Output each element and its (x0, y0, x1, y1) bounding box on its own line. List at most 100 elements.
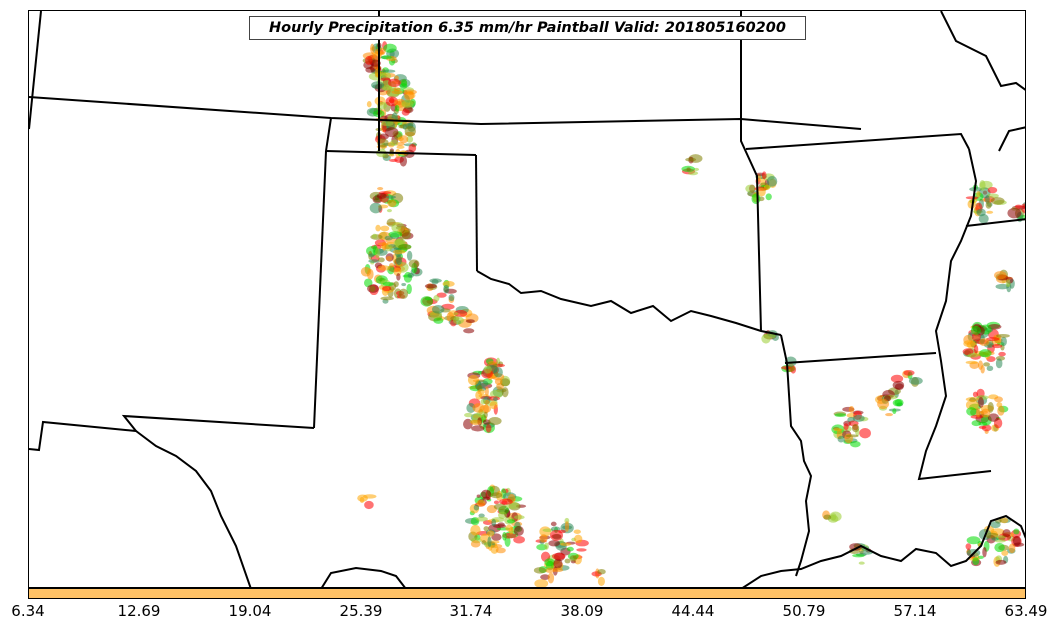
precip-blob (1013, 542, 1025, 547)
precip-blob (542, 528, 554, 532)
precip-blob (994, 396, 1003, 403)
precip-blob (560, 542, 572, 546)
precip-blob (979, 349, 992, 358)
precip-blob (391, 222, 405, 233)
precip-blob (490, 492, 502, 499)
precip-blob (370, 43, 375, 54)
precip-blob (848, 405, 855, 413)
precip-blob (551, 552, 566, 560)
precip-blob (976, 407, 981, 418)
precip-blob (482, 496, 491, 501)
precip-blob (688, 170, 699, 176)
precip-blob (470, 419, 482, 426)
precip-blob (1008, 543, 1016, 554)
precip-blob (983, 362, 990, 367)
precip-blob (761, 171, 767, 180)
precip-blob (359, 496, 365, 503)
border-upper-right (998, 126, 1025, 152)
precip-blob (1002, 529, 1011, 538)
precip-blob (574, 534, 583, 544)
precip-blob (548, 540, 561, 547)
precip-blob (965, 399, 979, 411)
precip-blob (849, 543, 863, 551)
map-panel (28, 10, 1026, 588)
precip-blob (564, 558, 571, 564)
precip-blob (757, 187, 766, 197)
precip-blob (544, 558, 555, 567)
precip-blob (540, 574, 550, 580)
precip-blob (371, 81, 385, 89)
precip-blob (382, 281, 394, 287)
precip-blob (406, 135, 414, 143)
precip-blob (533, 567, 547, 574)
precip-blob (890, 374, 904, 383)
precip-blob (1014, 204, 1022, 209)
precip-blob (375, 224, 381, 232)
precip-blob (381, 241, 387, 251)
precip-blob (976, 208, 986, 217)
state-borders (29, 11, 1025, 587)
precip-blob (978, 213, 989, 224)
precip-blob (487, 530, 495, 537)
border-nm-texas (313, 150, 327, 429)
precip-blob (765, 193, 772, 201)
precip-blob (823, 514, 832, 520)
precip-blob (470, 524, 481, 536)
precip-blob (470, 540, 481, 548)
precip-blob (385, 195, 396, 199)
precip-blob (391, 89, 403, 95)
precip-blob (471, 425, 485, 432)
precip-blob (908, 376, 923, 385)
precip-blob (393, 87, 401, 92)
precip-blob (513, 525, 524, 536)
precip-blob (476, 494, 481, 498)
precip-blob (972, 557, 980, 566)
precip-blob (858, 561, 865, 565)
precip-blob (465, 319, 475, 324)
sabine-river (780, 334, 813, 577)
precip-blob (1005, 279, 1011, 288)
precip-blob (401, 109, 410, 116)
precip-blob (987, 186, 998, 194)
gulf-coast (742, 514, 1025, 587)
precip-blob (566, 546, 574, 552)
precip-blob (966, 407, 977, 416)
precip-blob (564, 521, 570, 532)
precip-blob (483, 526, 489, 532)
precip-blob (375, 247, 380, 259)
precip-blob (978, 425, 987, 429)
precip-blob (388, 231, 403, 238)
precip-blob (976, 190, 981, 198)
precip-blob (979, 338, 990, 347)
precip-blob (493, 366, 503, 378)
precip-blob (966, 536, 981, 545)
precip-blob (495, 547, 506, 554)
precip-blob (374, 48, 386, 55)
precip-blob (407, 272, 414, 278)
precip-blob (1021, 203, 1025, 209)
precip-blob (845, 434, 859, 438)
coast-left-fragment (321, 566, 406, 587)
precip-blob (404, 125, 416, 137)
colorbar-tick-label: 50.79 (782, 602, 826, 620)
precip-blob (408, 259, 420, 268)
precip-blob (544, 542, 549, 550)
precip-blob (852, 414, 865, 422)
precip-blob (384, 127, 399, 138)
precip-blob (892, 408, 897, 414)
precip-blob (967, 353, 980, 358)
precip-blob (970, 414, 984, 419)
precip-blob (433, 295, 440, 302)
precip-blob (487, 536, 492, 547)
precip-blob (980, 408, 991, 418)
precip-blob (534, 579, 549, 587)
border-oklahoma-north (325, 150, 477, 156)
precip-blob (489, 401, 498, 410)
precip-blob (368, 253, 375, 258)
precip-blob (453, 309, 468, 318)
precip-blob (494, 377, 503, 386)
colorbar-tick-label: 19.04 (228, 602, 272, 620)
precip-blob (401, 282, 407, 287)
precip-blob (766, 175, 778, 187)
precip-blob (483, 365, 492, 374)
